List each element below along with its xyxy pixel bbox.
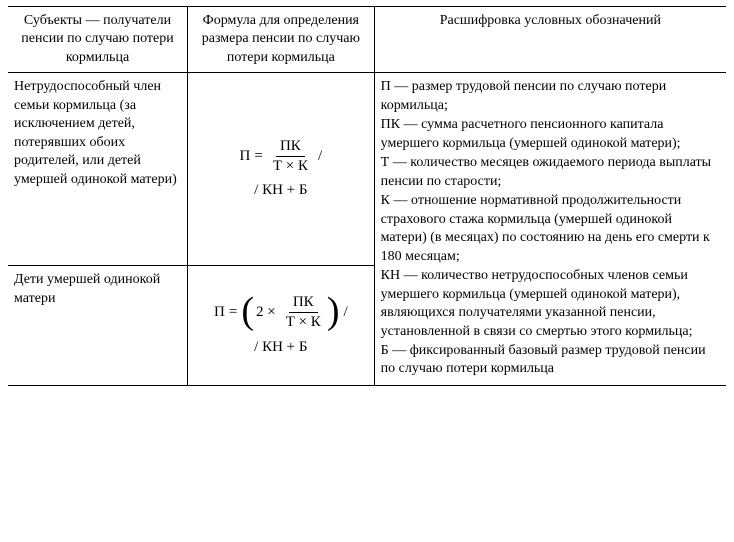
table-row: Нетрудоспособный член семьи кормильца (з… xyxy=(8,73,726,266)
formula1-line2: / КН + Б xyxy=(240,182,323,199)
formula2-parentheses: ( 2 × ПК Т × К ) xyxy=(241,293,339,331)
pension-formula-table: Субъекты — получатели пенсии по случаю п… xyxy=(8,6,726,386)
formula2-line2: / КН + Б xyxy=(214,339,348,356)
formula1-trailing-slash: / xyxy=(318,148,322,165)
legend-b: Б — фиксированный базовый размер трудово… xyxy=(381,342,720,379)
formula2-denominator: Т × К xyxy=(282,313,325,331)
legend-k: К — отношение нормативной продолжительно… xyxy=(381,192,720,266)
header-formula: Формула для определения размера пенсии п… xyxy=(188,7,375,73)
formula2-lhs: П xyxy=(214,304,225,321)
legend-p: П — размер трудовой пенсии по случаю пот… xyxy=(381,78,720,115)
formula2-multiplier: 2 × xyxy=(256,304,276,321)
formula1-fraction: ПК Т × К xyxy=(269,138,312,174)
legend-cell: П — размер трудовой пенсии по случаю пот… xyxy=(374,73,726,386)
formula1-lhs: П xyxy=(240,148,251,165)
formula2-fraction: ПК Т × К xyxy=(282,294,325,330)
legend-kn: КН — количество нетрудоспособных членов … xyxy=(381,267,720,341)
formula1-numerator: ПК xyxy=(276,138,305,157)
formula-cell-2: П = ( 2 × ПК Т × К ) / / КН + Б xyxy=(188,266,375,386)
formula2-numerator: ПК xyxy=(289,294,318,313)
table-header-row: Субъекты — получатели пенсии по случаю п… xyxy=(8,7,726,73)
equals-sign: = xyxy=(254,148,262,165)
formula-cell-1: П = ПК Т × К / / КН + Б xyxy=(188,73,375,266)
legend-t: Т — количество месяцев ожидаемого период… xyxy=(381,154,720,191)
left-paren-icon: ( xyxy=(241,292,254,330)
equals-sign: = xyxy=(229,304,237,321)
header-legend: Расшифровка условных обозначений xyxy=(374,7,726,73)
right-paren-icon: ) xyxy=(327,292,340,330)
subject-cell-1: Нетрудоспособный член семьи кормильца (з… xyxy=(8,73,188,266)
formula1-denominator: Т × К xyxy=(269,157,312,175)
legend-pk: ПК — сумма расчетного пенсионного капита… xyxy=(381,116,720,153)
subject-cell-2: Дети умершей одинокой матери xyxy=(8,266,188,386)
formula2-trailing-slash: / xyxy=(343,304,347,321)
header-subjects: Субъекты — получатели пенсии по случаю п… xyxy=(8,7,188,73)
